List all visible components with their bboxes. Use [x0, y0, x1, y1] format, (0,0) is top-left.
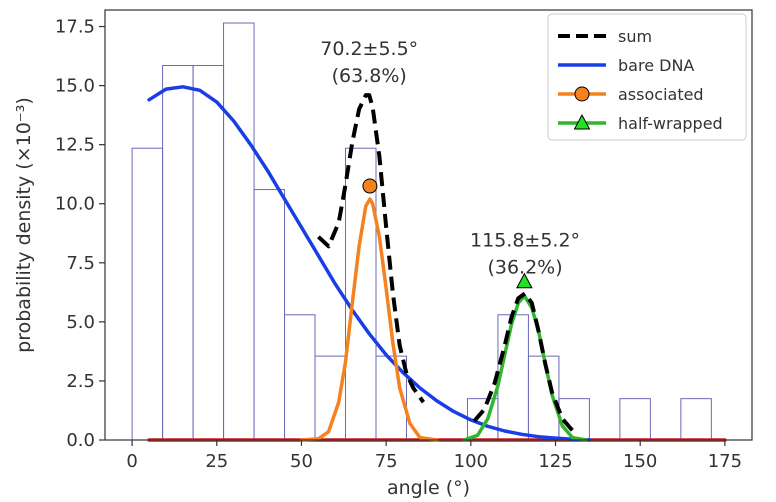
- axes-frame: [104, 9, 753, 441]
- ticks: 0 25 50 75 100 125 150 175 0.0 2.5 5.0 7.5 10.0 12.5 1…: [55, 17, 742, 472]
- x-tick-label: 175: [708, 451, 742, 472]
- series-line-bare-DNA: [147, 85, 592, 442]
- series-line-curve-1: [472, 291, 575, 432]
- histogram-bar: [680, 398, 712, 441]
- legend-marker-circle: [574, 86, 590, 102]
- y-tick-label: 2.5: [66, 371, 95, 392]
- x-tick-label: 100: [454, 451, 488, 472]
- peak-marker-circle: [362, 178, 378, 194]
- histogram-bar: [192, 65, 225, 441]
- histogram-bar: [558, 398, 590, 441]
- x-tick-label: 150: [623, 451, 657, 472]
- series-line-associated: [299, 197, 439, 442]
- histogram-bar: [284, 314, 316, 441]
- y-tick-label: 0.0: [66, 430, 95, 451]
- histogram-bar: [162, 65, 194, 441]
- y-tick-label: 17.5: [55, 17, 95, 38]
- x-tick-label: 0: [126, 451, 137, 472]
- histogram-bar: [619, 398, 651, 441]
- legend-label: half-wrapped: [618, 114, 723, 133]
- y-axis-label: probability density (×10⁻³): [13, 97, 35, 353]
- x-tick-label: 25: [205, 451, 228, 472]
- peak-annotation: 115.8±5.2° (36.2%): [470, 229, 580, 278]
- y-tick-label: 12.5: [55, 135, 95, 156]
- annotation-line: (36.2%): [487, 256, 562, 278]
- histogram-bar: [253, 189, 286, 441]
- x-tick-label: 75: [375, 451, 398, 472]
- x-axis-label: angle (°): [387, 477, 470, 499]
- legend: sum bare DNA associated half-wrapped: [547, 13, 747, 141]
- legend-label: sum: [618, 27, 652, 46]
- series-line-half-wrapped: [462, 294, 588, 442]
- y-tick-label: 15.0: [55, 76, 95, 97]
- histogram-bar: [223, 22, 255, 441]
- peak-marker-triangle: [516, 272, 533, 289]
- y-tick-label: 7.5: [66, 253, 95, 274]
- legend-marker-triangle: [573, 113, 591, 130]
- x-tick-label: 125: [538, 451, 572, 472]
- annotation-line: 115.8±5.2°: [470, 229, 580, 251]
- annotation-line: (63.8%): [332, 65, 407, 87]
- x-tick-label: 50: [290, 451, 313, 472]
- y-tick-label: 10.0: [55, 194, 95, 215]
- y-tick-label: 5.0: [66, 312, 95, 333]
- histogram-bar: [497, 314, 529, 441]
- legend-box: [547, 13, 747, 141]
- histogram-bar: [131, 147, 164, 441]
- legend-label: bare DNA: [618, 56, 694, 75]
- peak-annotation: 70.2±5.5° (63.8%): [320, 38, 418, 87]
- legend-label: associated: [618, 85, 704, 104]
- series-line-sum: [317, 93, 426, 404]
- annotation-line: 70.2±5.5°: [320, 38, 418, 60]
- annotations: 70.2±5.5° (63.8%) 115.8±5.2° (36.2%): [320, 38, 580, 278]
